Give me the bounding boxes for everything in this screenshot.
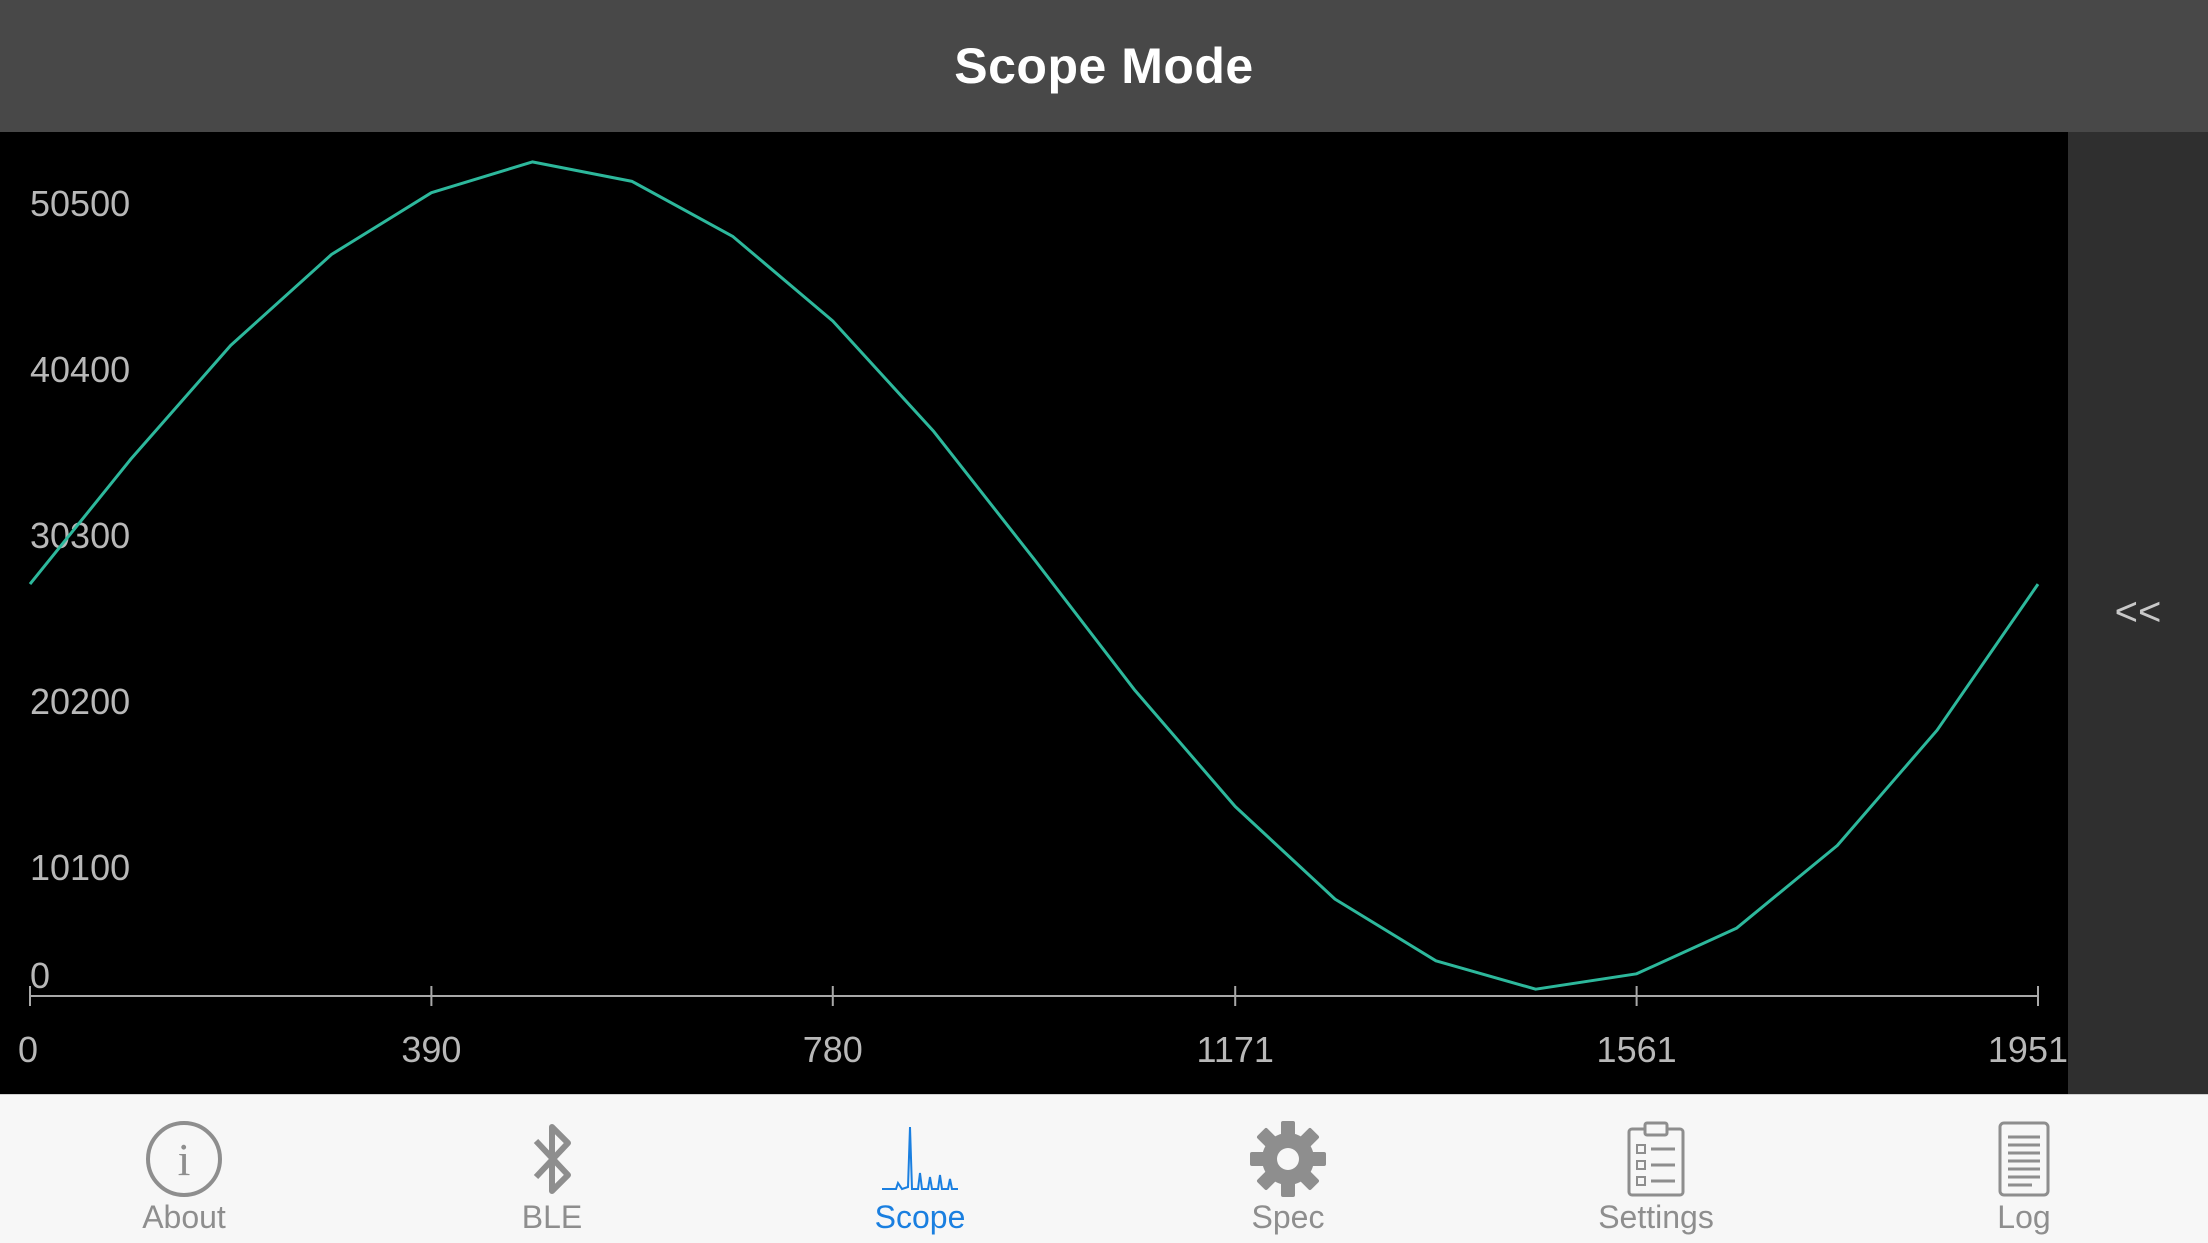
info-icon: i (138, 1113, 230, 1205)
x-tick-label: 390 (401, 1029, 461, 1070)
y-tick-label: 0 (30, 955, 50, 996)
document-icon (1978, 1113, 2070, 1205)
y-tick-label: 40400 (30, 349, 130, 390)
series-line (28, 160, 2040, 991)
tab-settings[interactable]: Settings (1472, 1095, 1840, 1243)
tab-about[interactable]: i About (0, 1095, 368, 1243)
tab-label: Log (1997, 1199, 2051, 1235)
tab-label: Settings (1598, 1199, 1714, 1235)
clipboard-icon (1610, 1113, 1702, 1205)
tab-label: Scope (874, 1199, 966, 1235)
bluetooth-icon (506, 1113, 598, 1205)
svg-text:i: i (178, 1134, 191, 1185)
y-tick-label: 20200 (30, 681, 130, 722)
tab-bar: i About BLE Scope (0, 1094, 2208, 1243)
tab-label: BLE (521, 1199, 583, 1235)
tab-label: Spec (1251, 1199, 1325, 1235)
y-tick-label: 10100 (30, 847, 130, 888)
x-tick-label: 1171 (1197, 1029, 1274, 1070)
gear-icon (1242, 1113, 1334, 1205)
tab-ble[interactable]: BLE (368, 1095, 736, 1243)
collapse-panel-button[interactable]: << (2114, 590, 2162, 634)
side-panel: << (2068, 132, 2208, 1094)
y-tick-label: 50500 (30, 183, 130, 224)
scope-chart: 0 390 780 1171 1561 1951505004040030300202001… (18, 160, 2068, 1070)
scope-icon (874, 1113, 966, 1205)
x-tick-label: 1951 (1988, 1029, 2068, 1070)
header-bar: Scope Mode (0, 0, 2208, 132)
x-tick-label: 1561 (1597, 1029, 1677, 1070)
tab-label: About (142, 1199, 226, 1235)
scope-plot[interactable]: 0 390 780 1171 1561 1951 50500 40400 30300 20200 1… (0, 132, 2068, 1094)
tab-scope[interactable]: Scope (736, 1095, 1104, 1243)
tab-log[interactable]: Log (1840, 1095, 2208, 1243)
x-tick-label: 780 (803, 1029, 863, 1070)
x-tick-label: 0 (18, 1029, 38, 1070)
tab-spec[interactable]: Spec (1104, 1095, 1472, 1243)
page-title: Scope Mode (954, 38, 1254, 94)
